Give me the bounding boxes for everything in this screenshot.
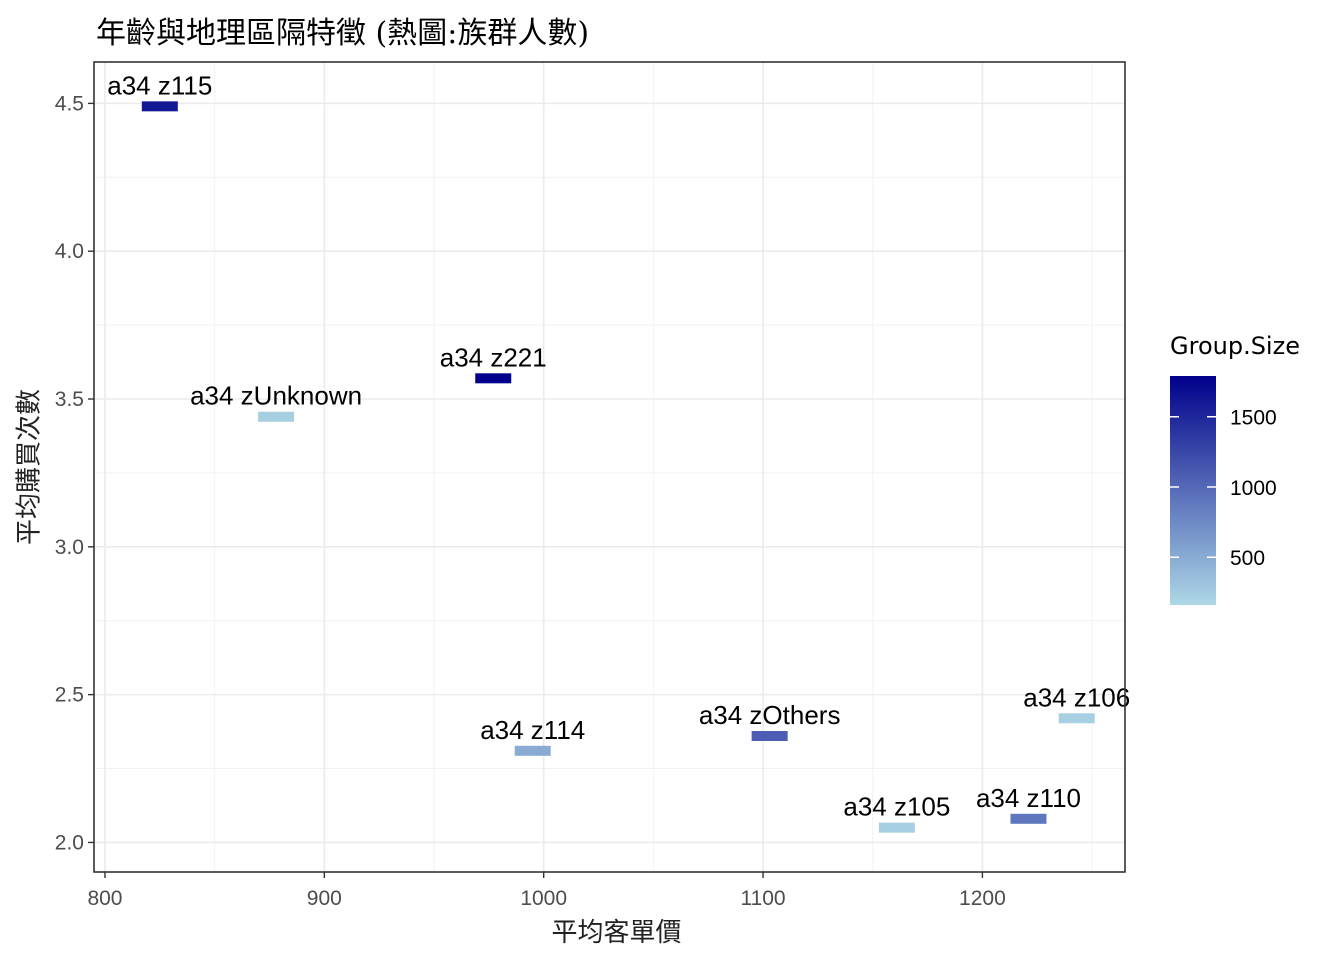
legend-colorbar <box>1170 376 1216 605</box>
point-label: a34 z105 <box>843 792 950 822</box>
x-tick-label: 1000 <box>520 887 567 910</box>
y-tick-label: 4.0 <box>55 240 84 263</box>
point-label: a34 z115 <box>107 70 212 100</box>
point-label: a34 z110 <box>976 783 1081 813</box>
chart-title: 年齡與地理區隔特徵 (熱圖:族群人數) <box>96 16 590 51</box>
heatmap-tile <box>878 822 915 833</box>
x-tick-label: 1100 <box>740 887 785 910</box>
legend-title: Group.Size <box>1170 332 1300 360</box>
point-label: a34 zOthers <box>699 700 841 730</box>
point-label: a34 z114 <box>480 715 585 745</box>
heatmap-tile <box>751 731 788 742</box>
legend-tick-label: 1500 <box>1230 407 1277 430</box>
y-tick-label: 4.5 <box>55 92 84 115</box>
heatmap-tile <box>258 411 295 422</box>
point-label: a34 z221 <box>440 342 547 372</box>
legend-tick-label: 500 <box>1230 547 1265 570</box>
y-tick-label: 2.0 <box>55 831 84 854</box>
x-axis-label: 平均客單價 <box>551 918 682 948</box>
heatmap-tile <box>475 373 512 384</box>
point-label: a34 zUnknown <box>190 381 362 411</box>
x-tick-label: 1200 <box>959 887 1006 910</box>
plot-border <box>93 61 1126 873</box>
heatmap-tile <box>514 745 551 756</box>
y-tick-label: 2.5 <box>55 684 84 707</box>
x-tick-label: 800 <box>87 887 122 910</box>
y-tick-label: 3.5 <box>55 388 84 411</box>
heatmap-tile <box>1058 713 1095 724</box>
legend-tick-label: 1000 <box>1230 477 1277 500</box>
y-tick-label: 3.0 <box>55 536 84 559</box>
x-tick-label: 900 <box>307 887 342 910</box>
heatmap-tile <box>141 101 178 112</box>
plot-panel <box>94 62 1125 872</box>
point-label: a34 z106 <box>1023 682 1130 712</box>
heatmap-tile <box>1010 813 1047 824</box>
